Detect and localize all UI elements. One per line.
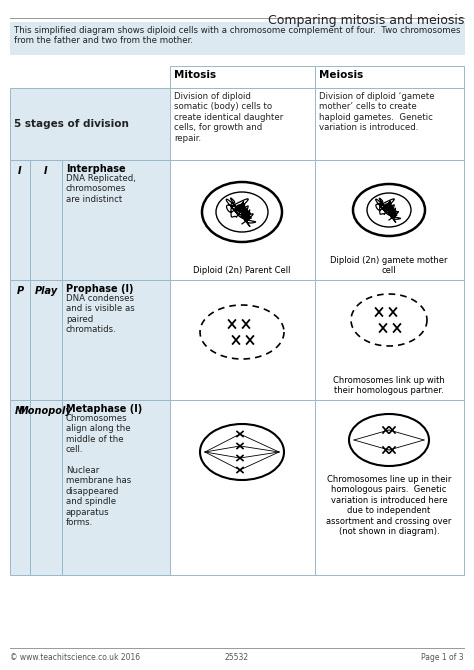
Text: Division of diploid
somatic (body) cells to
create identical daughter
cells, for: Division of diploid somatic (body) cells… [174,92,283,143]
Polygon shape [170,400,315,575]
Polygon shape [315,88,464,160]
Text: 5 stages of division: 5 stages of division [14,119,129,129]
Text: I: I [44,166,48,176]
Polygon shape [30,400,62,575]
Polygon shape [62,160,170,280]
Polygon shape [170,88,315,160]
Ellipse shape [200,424,284,480]
Text: Page 1 of 3: Page 1 of 3 [421,653,464,662]
Polygon shape [10,160,30,280]
Text: Metaphase (I): Metaphase (I) [66,404,142,414]
Polygon shape [315,160,464,280]
Polygon shape [315,280,464,400]
Polygon shape [315,400,464,575]
Text: Diploid (2n) Parent Cell: Diploid (2n) Parent Cell [193,266,291,275]
Polygon shape [62,400,170,575]
Polygon shape [10,400,30,575]
Text: Prophase (I): Prophase (I) [66,284,134,294]
Text: Division of diploid ‘gamete
mother’ cells to create
haploid gametes.  Genetic
va: Division of diploid ‘gamete mother’ cell… [319,92,435,132]
Text: Mitosis: Mitosis [174,70,216,80]
Text: I: I [18,166,22,176]
Text: © www.teachitscience.co.uk 2016: © www.teachitscience.co.uk 2016 [10,653,140,662]
Polygon shape [170,280,315,400]
Text: This simplified diagram shows diploid cells with a chromosome complement of four: This simplified diagram shows diploid ce… [14,26,461,46]
Text: Chromosomes line up in their
homologous pairs.  Genetic
variation is introduced : Chromosomes line up in their homologous … [326,475,452,536]
Text: Chromosomes
align along the
middle of the
cell.

Nuclear
membrane has
disappeare: Chromosomes align along the middle of th… [66,414,131,527]
Polygon shape [10,88,170,160]
Polygon shape [10,22,464,54]
Ellipse shape [202,182,282,242]
Text: Play: Play [35,286,58,296]
Text: Interphase: Interphase [66,164,126,174]
Text: M: M [15,406,25,416]
Polygon shape [62,280,170,400]
Polygon shape [170,160,315,280]
Text: Monopoly: Monopoly [19,406,73,416]
Polygon shape [30,280,62,400]
Polygon shape [315,66,464,88]
Text: DNA Replicated,
chromosomes
are indistinct: DNA Replicated, chromosomes are indistin… [66,174,136,204]
Text: Chromosomes link up with
their homologous partner.: Chromosomes link up with their homologou… [333,376,445,395]
Text: P: P [17,286,24,296]
Text: Meiosis: Meiosis [319,70,363,80]
Ellipse shape [353,184,425,236]
Polygon shape [170,66,315,88]
Text: DNA condenses
and is visible as
paired
chromatids.: DNA condenses and is visible as paired c… [66,294,135,334]
Text: Comparing mitosis and meiosis: Comparing mitosis and meiosis [268,14,464,27]
Text: 25532: 25532 [225,653,249,662]
Polygon shape [10,280,30,400]
Polygon shape [30,160,62,280]
Text: Diploid (2n) gamete mother
cell: Diploid (2n) gamete mother cell [330,255,448,275]
Ellipse shape [349,414,429,466]
